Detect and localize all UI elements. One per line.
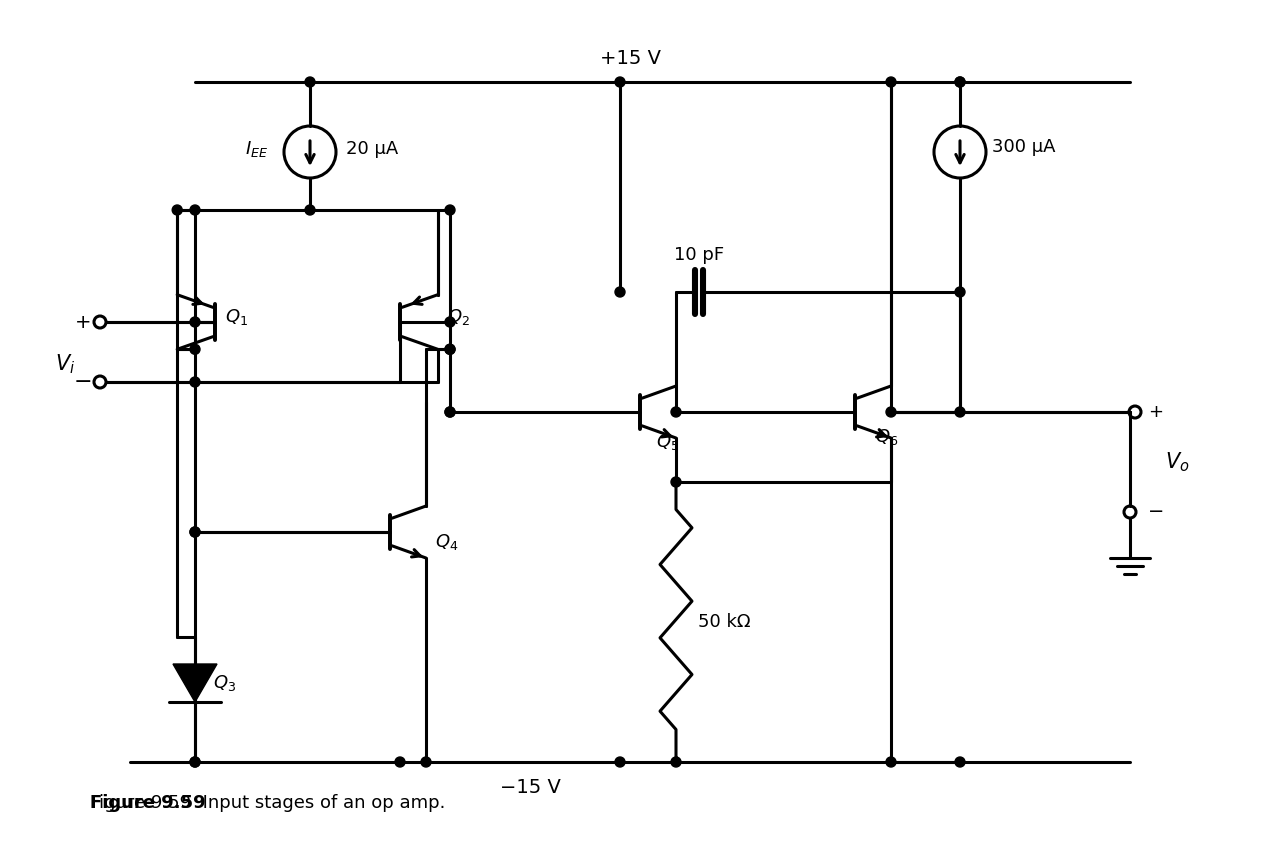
- Polygon shape: [173, 664, 217, 702]
- Circle shape: [190, 527, 200, 537]
- Circle shape: [190, 317, 200, 327]
- Circle shape: [445, 205, 455, 215]
- Text: $Q_5$: $Q_5$: [657, 432, 678, 452]
- Circle shape: [445, 317, 455, 327]
- Text: −: −: [1148, 503, 1164, 521]
- Circle shape: [305, 205, 315, 215]
- Circle shape: [955, 287, 965, 297]
- Text: 300 μA: 300 μA: [992, 138, 1055, 156]
- Circle shape: [671, 407, 681, 417]
- Circle shape: [305, 77, 315, 87]
- Text: +: +: [75, 313, 91, 331]
- Text: +15 V: +15 V: [600, 49, 660, 68]
- Circle shape: [421, 757, 430, 767]
- Circle shape: [190, 757, 200, 767]
- Text: $V_o$: $V_o$: [1165, 450, 1190, 474]
- Text: 50 kΩ: 50 kΩ: [698, 613, 750, 631]
- Text: $Q_6$: $Q_6$: [875, 427, 898, 447]
- Text: $Q_1$: $Q_1$: [225, 307, 248, 327]
- Circle shape: [190, 205, 200, 215]
- Text: 20 μA: 20 μA: [346, 140, 398, 158]
- Circle shape: [190, 527, 200, 537]
- Circle shape: [190, 377, 200, 387]
- Circle shape: [671, 477, 681, 487]
- Text: +: +: [1148, 403, 1163, 421]
- Circle shape: [616, 77, 625, 87]
- Circle shape: [955, 757, 965, 767]
- Circle shape: [616, 757, 625, 767]
- Circle shape: [190, 344, 200, 354]
- Text: $Q_4$: $Q_4$: [436, 532, 459, 552]
- Circle shape: [172, 205, 182, 215]
- Circle shape: [955, 407, 965, 417]
- Text: Figure 9.59: Figure 9.59: [90, 794, 206, 812]
- Text: $I_{EE}$: $I_{EE}$: [244, 139, 269, 159]
- Circle shape: [445, 407, 455, 417]
- Circle shape: [885, 407, 896, 417]
- Circle shape: [445, 344, 455, 354]
- Circle shape: [616, 287, 625, 297]
- Circle shape: [955, 77, 965, 87]
- Circle shape: [394, 757, 405, 767]
- Text: 10 pF: 10 pF: [673, 246, 723, 264]
- Text: Figure 9.59  Input stages of an op amp.: Figure 9.59 Input stages of an op amp.: [90, 794, 446, 812]
- Circle shape: [885, 77, 896, 87]
- Circle shape: [445, 407, 455, 417]
- Text: −15 V: −15 V: [500, 778, 560, 797]
- Text: $Q_3$: $Q_3$: [213, 673, 236, 693]
- Text: $Q_2$: $Q_2$: [447, 307, 470, 327]
- Circle shape: [190, 757, 200, 767]
- Text: −: −: [73, 372, 93, 392]
- Circle shape: [885, 757, 896, 767]
- Circle shape: [955, 77, 965, 87]
- Circle shape: [671, 757, 681, 767]
- Text: $V_i$: $V_i$: [55, 352, 75, 376]
- Circle shape: [445, 344, 455, 354]
